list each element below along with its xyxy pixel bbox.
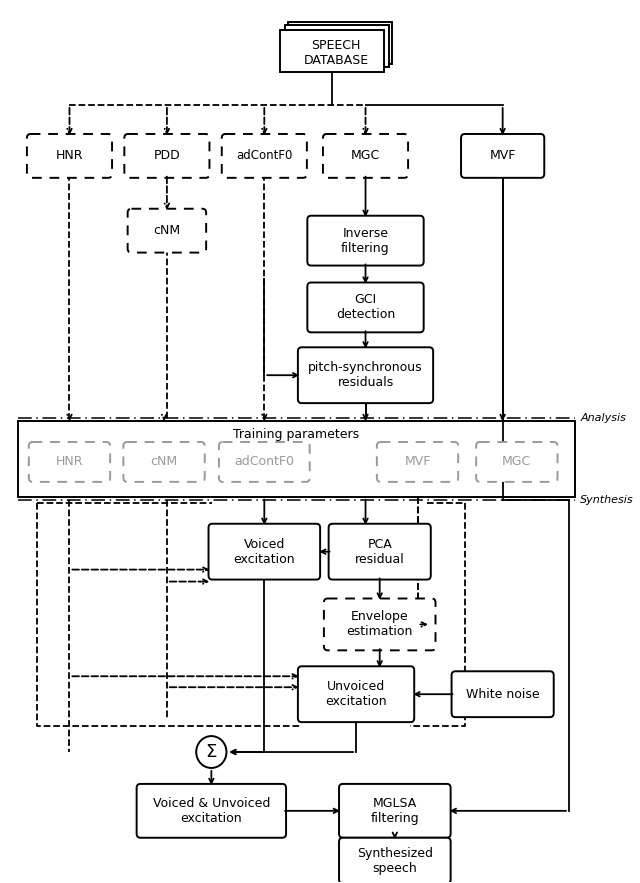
Text: White noise: White noise	[466, 688, 540, 701]
FancyBboxPatch shape	[29, 442, 110, 482]
Text: pitch-synchronous
residuals: pitch-synchronous residuals	[308, 361, 423, 389]
Bar	[285, 26, 389, 67]
FancyBboxPatch shape	[221, 134, 307, 177]
Text: HNR: HNR	[56, 149, 83, 162]
FancyBboxPatch shape	[136, 784, 286, 838]
FancyBboxPatch shape	[307, 283, 424, 332]
Text: MGC: MGC	[351, 149, 380, 162]
Text: PDD: PDD	[154, 149, 180, 162]
FancyBboxPatch shape	[339, 838, 451, 883]
Text: SPEECH
DATABASE: SPEECH DATABASE	[303, 39, 369, 67]
FancyBboxPatch shape	[323, 134, 408, 177]
FancyBboxPatch shape	[452, 671, 554, 717]
Text: MGLSA
filtering: MGLSA filtering	[371, 796, 419, 825]
Circle shape	[196, 736, 227, 768]
FancyBboxPatch shape	[476, 442, 557, 482]
Text: Inverse
filtering: Inverse filtering	[341, 227, 390, 254]
FancyBboxPatch shape	[324, 599, 435, 651]
FancyBboxPatch shape	[298, 347, 433, 404]
FancyBboxPatch shape	[127, 208, 206, 253]
Text: Training parameters: Training parameters	[234, 427, 360, 441]
Text: cNM: cNM	[154, 224, 180, 238]
Text: Voiced
excitation: Voiced excitation	[234, 538, 295, 566]
Text: Unvoiced
excitation: Unvoiced excitation	[325, 680, 387, 708]
Text: $\Sigma$: $\Sigma$	[205, 743, 218, 761]
Text: Voiced & Unvoiced
excitation: Voiced & Unvoiced excitation	[153, 796, 270, 825]
Bar	[19, 421, 575, 497]
Text: Synthesis: Synthesis	[580, 494, 634, 505]
FancyBboxPatch shape	[328, 524, 431, 579]
Text: HNR: HNR	[56, 456, 83, 469]
FancyBboxPatch shape	[219, 442, 310, 482]
Text: adContF0: adContF0	[234, 456, 294, 469]
FancyBboxPatch shape	[27, 134, 112, 177]
FancyBboxPatch shape	[124, 134, 209, 177]
FancyBboxPatch shape	[339, 784, 451, 838]
Text: cNM: cNM	[150, 456, 178, 469]
FancyBboxPatch shape	[377, 442, 458, 482]
Text: Envelope
estimation: Envelope estimation	[346, 610, 413, 638]
FancyBboxPatch shape	[307, 215, 424, 266]
Text: MVF: MVF	[404, 456, 431, 469]
Text: MVF: MVF	[490, 149, 516, 162]
Text: GCI
detection: GCI detection	[336, 293, 395, 321]
Bar	[280, 30, 385, 72]
Text: Analysis: Analysis	[580, 413, 626, 423]
Text: MGC: MGC	[502, 456, 531, 469]
FancyBboxPatch shape	[298, 667, 414, 722]
Text: PCA
residual: PCA residual	[355, 538, 404, 566]
Bar	[288, 22, 392, 64]
Text: Synthesized
speech: Synthesized speech	[357, 847, 433, 875]
FancyBboxPatch shape	[124, 442, 205, 482]
Text: adContF0: adContF0	[236, 149, 292, 162]
FancyBboxPatch shape	[461, 134, 544, 177]
FancyBboxPatch shape	[209, 524, 320, 579]
